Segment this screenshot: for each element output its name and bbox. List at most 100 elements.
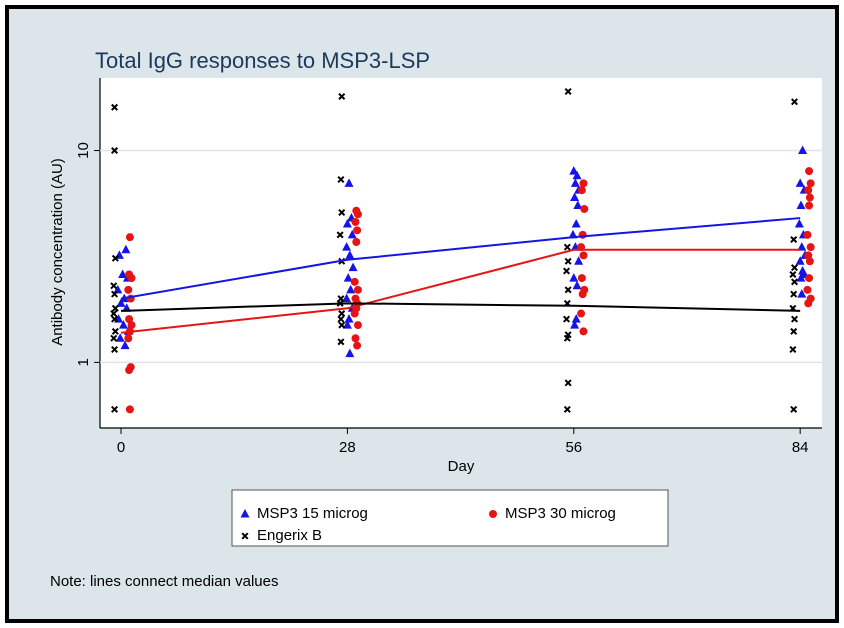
x-tick-label: 28 [339,439,356,456]
data-point [798,145,808,155]
data-point [111,405,119,413]
data-point [806,179,815,188]
data-point [124,285,133,294]
data-point [111,327,119,335]
legend-marker [240,509,250,518]
data-point [797,242,807,251]
data-point [790,327,798,335]
data-point [345,348,355,358]
data-point [791,315,799,323]
data-point [343,273,353,282]
data-point [570,320,580,329]
data-point [353,226,362,235]
data-point [346,284,356,294]
data-point [125,405,134,414]
data-point [342,218,352,228]
data-point [577,274,586,283]
data-point [805,274,814,283]
data-point [351,334,360,343]
data-point [342,242,352,251]
data-point [116,298,126,307]
chart-title: Total IgG responses to MSP3-LSP [95,48,430,73]
data-point [111,103,119,111]
data-point [794,218,804,228]
y-axis-label: Antibody concentration (AU) [49,158,66,346]
data-point [118,320,128,329]
data-point [342,320,352,329]
data-point [127,274,136,283]
data-point [579,251,588,260]
legend-label: Engerix B [257,527,322,544]
data-point [110,310,118,318]
y-tick-label: 1 [75,358,92,366]
data-point [790,236,798,244]
data-point [569,166,579,175]
data-point [111,290,119,298]
data-point [110,334,118,342]
data-point [577,186,586,195]
median-line [120,248,801,334]
data-point [353,285,362,294]
data-point [577,309,586,318]
x-tick-label: 56 [565,439,582,456]
data-point [115,333,125,342]
x-tick-label: 84 [792,439,809,456]
data-point [336,231,344,239]
data-point [338,92,346,100]
data-point [803,230,812,239]
data-point [564,286,572,294]
data-point [337,338,345,346]
data-point [337,315,345,323]
data-point [790,290,798,298]
data-point [805,201,814,210]
data-point [580,204,589,213]
data-point [564,379,572,387]
data-point [110,282,118,290]
data-point [337,175,345,183]
data-point [805,193,814,202]
data-point [353,341,362,350]
legend-marker [241,532,249,540]
data-point [348,262,358,272]
data-point [572,280,582,290]
data-point [571,314,581,323]
legend-marker [489,510,497,518]
data-point [797,289,807,298]
data-point [563,243,571,251]
data-point [579,327,588,336]
data-point [344,178,354,187]
legend-label: MSP3 30 microg [505,505,616,522]
data-point [111,315,119,323]
data-point [789,270,797,278]
data-point [350,277,359,286]
data-point [570,178,580,187]
data-point [564,257,572,265]
data-point [569,273,579,282]
data-point [805,257,814,266]
data-point [352,238,361,247]
median-line [120,302,801,312]
data-point [111,304,119,312]
data-point [351,217,360,226]
data-point [347,229,357,239]
data-point [342,293,352,303]
data-point [338,310,346,318]
data-point [796,200,806,210]
data-point [338,321,346,329]
data-point [125,233,134,242]
data-point [570,192,580,202]
data-point [353,321,362,330]
data-point [563,315,571,323]
data-point [795,178,805,187]
data-point [805,167,814,176]
data-point [578,290,587,299]
data-point [350,309,359,318]
x-axis-label: Day [448,458,475,475]
data-point [574,256,584,265]
data-point [790,405,798,413]
y-tick-label: 10 [75,142,92,159]
data-point [344,314,354,323]
data-point [121,244,131,254]
legend-label: MSP3 15 microg [257,505,368,522]
